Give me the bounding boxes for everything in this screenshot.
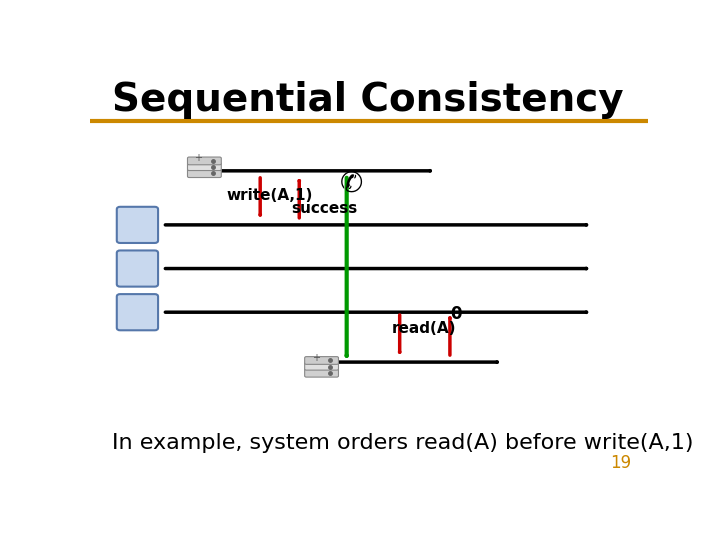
FancyBboxPatch shape	[187, 157, 221, 165]
Text: ✆: ✆	[340, 170, 363, 197]
FancyBboxPatch shape	[117, 251, 158, 287]
Text: success: success	[291, 201, 357, 216]
FancyBboxPatch shape	[305, 356, 338, 365]
FancyBboxPatch shape	[117, 294, 158, 330]
Text: +: +	[194, 153, 202, 163]
FancyBboxPatch shape	[305, 368, 338, 377]
Text: In example, system orders read(A) before write(A,1): In example, system orders read(A) before…	[112, 433, 694, 453]
Text: write(A,1): write(A,1)	[227, 188, 313, 203]
Text: Sequential Consistency: Sequential Consistency	[112, 82, 624, 119]
FancyBboxPatch shape	[187, 169, 221, 178]
FancyBboxPatch shape	[305, 362, 338, 370]
Text: +: +	[312, 353, 320, 362]
FancyBboxPatch shape	[117, 207, 158, 243]
FancyBboxPatch shape	[187, 163, 221, 171]
Text: read(A): read(A)	[392, 321, 456, 336]
Text: 0: 0	[450, 305, 462, 323]
Text: 19: 19	[610, 454, 631, 472]
